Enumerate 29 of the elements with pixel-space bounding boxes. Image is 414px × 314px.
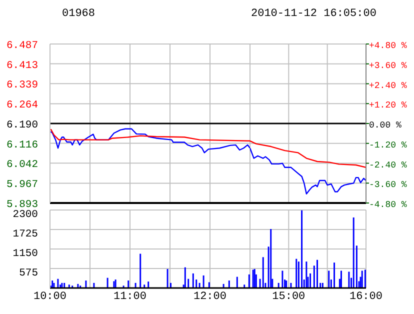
y2-tick-label: -4.80 % <box>369 200 408 210</box>
y-tick-label: 6.487 <box>6 40 38 52</box>
y2-tick-label: +1.20 % <box>369 100 408 111</box>
y-tick-label: 6.116 <box>6 139 38 152</box>
y2-tick-label: -1.20 % <box>369 140 408 150</box>
y-tick-label: 2300 <box>12 209 38 221</box>
chart-title: 01968 <box>62 8 96 20</box>
y2-tick-label: -2.40 % <box>369 160 408 170</box>
y-tick-label: 6.264 <box>6 100 38 112</box>
y-tick-label: 6.042 <box>6 159 38 172</box>
y2-tick-label: +2.40 % <box>369 80 408 91</box>
y-tick-label: 1725 <box>12 228 38 240</box>
chart-title: 2010-11-12 16:05:00 <box>251 8 376 20</box>
y-tick-label: 1150 <box>12 248 38 260</box>
x-tick-label: 11:00 <box>113 291 147 303</box>
y-tick-label: 6.190 <box>6 120 38 132</box>
y2-tick-label: +4.80 % <box>369 41 408 51</box>
x-tick-label: 10:00 <box>33 291 67 303</box>
y-tick-label: 6.339 <box>6 80 38 92</box>
x-tick-label: 16:00 <box>349 291 383 303</box>
y2-tick-label: 0.00 % <box>369 120 402 130</box>
y-tick-label: 5.893 <box>6 199 38 211</box>
y-tick-label: 6.413 <box>6 60 38 72</box>
y-tick-label: 575 <box>19 268 38 280</box>
y2-tick-label: +3.60 % <box>369 60 408 71</box>
x-tick-label: 15:00 <box>272 291 306 303</box>
y-tick-label: 5.967 <box>6 179 38 192</box>
x-tick-label: 12:00 <box>193 291 227 303</box>
y2-tick-label: -3.60 % <box>369 180 408 190</box>
